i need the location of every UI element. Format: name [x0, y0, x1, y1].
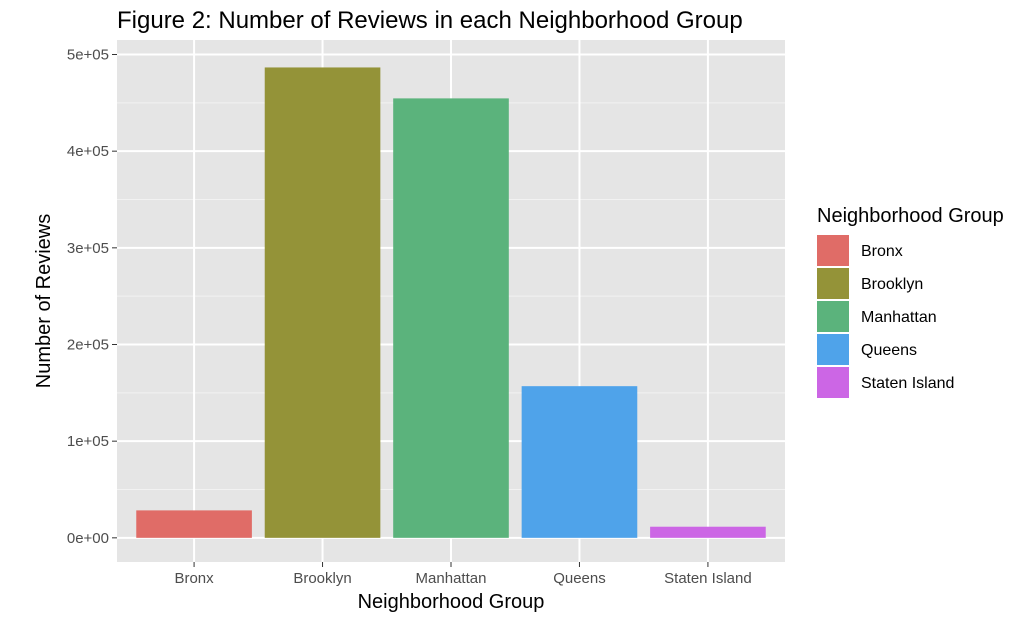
bars: [136, 67, 766, 538]
x-tick-label: Brooklyn: [293, 570, 351, 587]
x-tick-label: Queens: [553, 570, 606, 587]
bar-bronx: [136, 510, 252, 538]
bar-brooklyn: [264, 67, 381, 538]
legend-swatch: [817, 334, 849, 365]
legend-swatch: [817, 301, 849, 332]
y-axis-title: Number of Reviews: [33, 214, 55, 389]
y-tick-label: 5e+05: [67, 47, 109, 64]
legend-swatch: [817, 235, 849, 266]
legend-label: Brooklyn: [861, 276, 923, 293]
bar-manhattan: [393, 98, 509, 538]
legend-label: Queens: [861, 342, 917, 359]
x-tick-label: Staten Island: [664, 570, 752, 587]
bar-queens: [521, 386, 638, 538]
bar-staten-island: [650, 526, 766, 538]
x-axis-title: Neighborhood Group: [358, 591, 545, 613]
y-tick-label: 2e+05: [67, 337, 109, 354]
legend-label: Manhattan: [861, 309, 937, 326]
legend-swatch: [817, 367, 849, 398]
y-axis: 0e+00 1e+05 2e+05 3e+05 4e+05 5e+05: [67, 47, 117, 547]
legend: Neighborhood Group Bronx Brooklyn Manhatta…: [817, 205, 1004, 398]
legend-label: Staten Island: [861, 375, 954, 392]
y-tick-label: 4e+05: [67, 143, 109, 160]
legend-label: Bronx: [861, 243, 903, 260]
x-axis: Bronx Brooklyn Manhattan Queens Staten Islan…: [174, 562, 752, 587]
legend-title: Neighborhood Group: [817, 205, 1004, 227]
x-tick-label: Bronx: [174, 570, 214, 587]
legend-swatch: [817, 268, 849, 299]
y-tick-label: 3e+05: [67, 240, 109, 257]
chart-title: Figure 2: Number of Reviews in each Neig…: [117, 7, 743, 34]
y-tick-label: 0e+00: [67, 530, 109, 547]
x-tick-label: Manhattan: [416, 570, 487, 587]
y-tick-label: 1e+05: [67, 433, 109, 450]
